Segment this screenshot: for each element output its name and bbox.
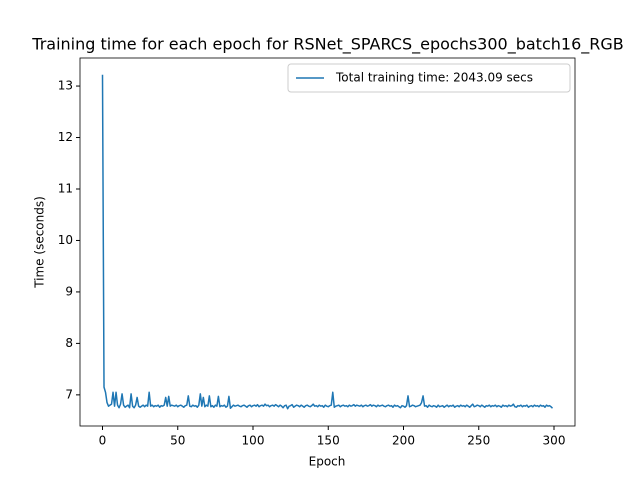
x-tick-label: 300 (543, 434, 566, 448)
y-tick-label: 10 (58, 233, 73, 247)
y-tick-label: 12 (58, 130, 73, 144)
y-tick-label: 7 (65, 387, 73, 401)
y-tick-label: 8 (65, 336, 73, 350)
y-axis-label: Time (seconds) (33, 196, 47, 289)
axes-frame (79, 57, 576, 427)
y-tick-label: 11 (58, 181, 73, 195)
y-tick-label: 13 (58, 79, 73, 93)
chart-title: Training time for each epoch for RSNet_S… (31, 35, 623, 55)
x-tick-label: 50 (170, 434, 185, 448)
x-axis-label: Epoch (309, 455, 346, 469)
x-tick-label: 150 (317, 434, 340, 448)
data-line (101, 74, 554, 410)
x-tick-label: 250 (467, 434, 490, 448)
x-tick-label: 0 (99, 434, 107, 448)
legend-box (287, 63, 571, 93)
x-tick-label: 100 (242, 434, 265, 448)
legend-label: Total training time: 2043.09 secs (335, 71, 533, 85)
y-tick-label: 9 (65, 284, 73, 298)
x-tick-label: 200 (392, 434, 415, 448)
